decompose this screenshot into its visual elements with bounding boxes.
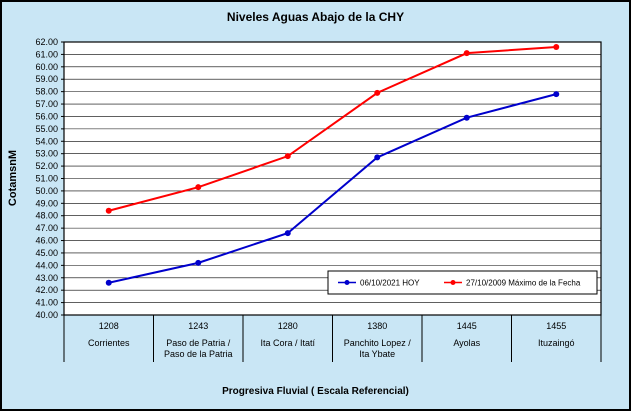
y-tick-label: 57.00 xyxy=(35,99,58,109)
series-marker xyxy=(463,50,470,57)
y-tick-label: 46.00 xyxy=(35,236,58,246)
category-label: 1280 xyxy=(278,321,298,331)
category-label: 1380 xyxy=(367,321,387,331)
y-tick-label: 48.00 xyxy=(35,211,58,221)
y-tick-label: 45.00 xyxy=(35,248,58,258)
category-name: Ita Cora / Itatí xyxy=(260,338,315,348)
y-tick-label: 62.00 xyxy=(35,37,58,47)
category-name: Paso de Patria / xyxy=(166,338,231,348)
legend-marker xyxy=(450,280,456,285)
series-marker xyxy=(374,89,381,96)
x-axis-title: Progresiva Fluvial ( Escala Referencial) xyxy=(222,386,409,397)
series-marker xyxy=(105,207,112,214)
series-marker xyxy=(553,91,560,98)
category-label: 1455 xyxy=(546,321,566,331)
series-line-0 xyxy=(108,93,557,284)
category-label: 1208 xyxy=(99,321,119,331)
legend-box xyxy=(327,270,598,295)
series-marker xyxy=(553,43,560,50)
y-tick-label: 58.00 xyxy=(35,87,58,97)
category-label: 1243 xyxy=(188,321,208,331)
series-marker xyxy=(284,153,291,160)
category-name: Paso de la Patria xyxy=(164,349,233,359)
y-tick-label: 40.00 xyxy=(35,310,58,320)
legend-marker xyxy=(344,280,350,285)
y-tick-label: 44.00 xyxy=(35,260,58,270)
y-tick-label: 55.00 xyxy=(35,124,58,134)
y-tick-label: 52.00 xyxy=(35,161,58,171)
series-marker xyxy=(195,259,202,266)
y-tick-label: 60.00 xyxy=(35,62,58,72)
category-name: Panchito Lopez / xyxy=(344,338,412,348)
category-name: Ayolas xyxy=(453,338,480,348)
y-tick-label: 61.00 xyxy=(35,49,58,59)
category-name: Ita Ybate xyxy=(359,349,395,359)
series-marker xyxy=(105,279,112,286)
y-tick-label: 41.00 xyxy=(35,298,58,308)
y-tick-label: 51.00 xyxy=(35,174,58,184)
legend-label: 27/10/2009 Máximo de la Fecha xyxy=(466,279,581,288)
y-tick-label: 49.00 xyxy=(35,198,58,208)
series-marker xyxy=(374,154,381,161)
category-label: 1445 xyxy=(457,321,477,331)
series-marker xyxy=(284,230,291,237)
category-name: Corrientes xyxy=(88,338,130,348)
category-name: Ituzaingó xyxy=(538,338,575,348)
series-marker xyxy=(463,114,470,121)
legend-label: 06/10/2021 HOY xyxy=(360,279,420,288)
y-tick-label: 53.00 xyxy=(35,149,58,159)
y-tick-label: 56.00 xyxy=(35,111,58,121)
y-tick-label: 59.00 xyxy=(35,74,58,84)
y-tick-label: 50.00 xyxy=(35,186,58,196)
y-tick-label: 43.00 xyxy=(35,273,58,283)
y-tick-label: 54.00 xyxy=(35,136,58,146)
series-marker xyxy=(195,184,202,191)
y-tick-label: 47.00 xyxy=(35,223,58,233)
chart-title: Niveles Aguas Abajo de la CHY xyxy=(226,10,405,24)
y-tick-label: 42.00 xyxy=(35,285,58,295)
series-line-1 xyxy=(108,45,557,212)
